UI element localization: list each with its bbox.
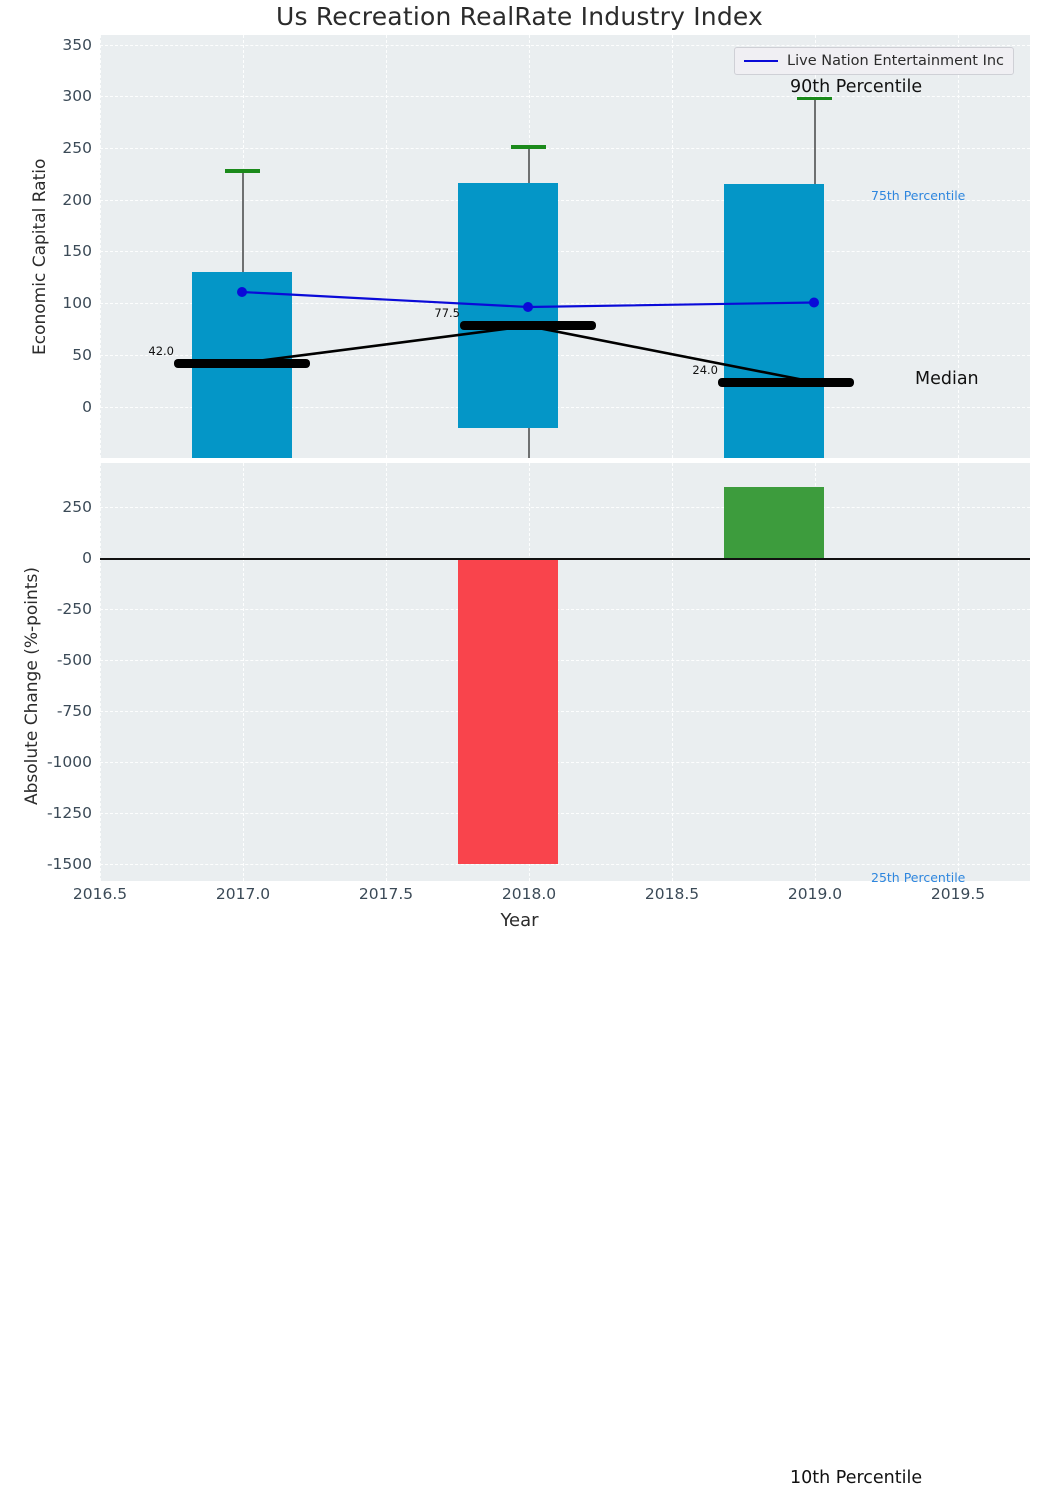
annotation-median: Median bbox=[915, 369, 979, 389]
xtick-2017-0: 2017.0 bbox=[215, 885, 271, 903]
series-line-live-nation bbox=[237, 287, 819, 312]
vgridline-2019-5 bbox=[958, 35, 959, 458]
xtick-2016-5: 2016.5 bbox=[72, 885, 128, 903]
change-bar-2019 bbox=[724, 486, 824, 558]
median-bar-2018 bbox=[460, 321, 596, 330]
chart-legend[interactable]: Live Nation Entertainment Inc bbox=[734, 47, 1015, 75]
annotation-75th-percentile: 75th Percentile bbox=[871, 188, 966, 203]
median-bar-2017 bbox=[174, 359, 310, 368]
gridline-ac-m750 bbox=[100, 710, 1030, 712]
vgridline-2016-5 bbox=[100, 35, 101, 458]
gridline-y-300 bbox=[100, 96, 1030, 98]
panel-absolute-change bbox=[100, 463, 1030, 881]
gridline-ac-m250 bbox=[100, 608, 1030, 610]
xtick-2019-5: 2019.5 bbox=[930, 885, 986, 903]
vgridline-ac-2019-5 bbox=[958, 463, 959, 881]
box-2019 bbox=[724, 184, 824, 458]
median-value-2018: 77.5 bbox=[434, 306, 460, 320]
vgridline-ac-2016-5 bbox=[100, 463, 101, 881]
vgridline-2017-5 bbox=[386, 35, 387, 458]
gridline-ac-m1250 bbox=[100, 812, 1030, 814]
vgridline-ac-2019-0 bbox=[815, 463, 816, 881]
median-value-2019: 24.0 bbox=[692, 363, 718, 377]
gridline-ac-250 bbox=[100, 506, 1030, 508]
legend-line-icon bbox=[744, 60, 778, 62]
gridline-ac-m1500 bbox=[100, 863, 1030, 865]
whisker-cap-p90-2018 bbox=[511, 145, 546, 149]
change-bar-2018 bbox=[458, 557, 558, 864]
annotation-90th-percentile: 90th Percentile bbox=[790, 77, 923, 97]
zero-reference-line bbox=[100, 557, 1030, 560]
ylabel-economic-capital-ratio: Economic Capital Ratio bbox=[30, 158, 50, 355]
chart-title: Us Recreation RealRate Industry Index bbox=[275, 2, 764, 31]
xtick-2018-0: 2018.0 bbox=[501, 885, 557, 903]
gridline-y-0 bbox=[100, 406, 1030, 408]
xlabel-year: Year bbox=[500, 910, 539, 931]
gridline-y-350 bbox=[100, 44, 1030, 46]
panel-economic-capital-ratio: 42.0 77.5 24.0 bbox=[100, 35, 1030, 458]
gridline-ac-m1000 bbox=[100, 761, 1030, 763]
gridline-y-200 bbox=[100, 199, 1030, 201]
vgridline-ac-2018-5 bbox=[672, 463, 673, 881]
whisker-cap-p90-2019 bbox=[797, 96, 832, 100]
xtick-2019-0: 2019.0 bbox=[787, 885, 843, 903]
whisker-cap-p90-2017 bbox=[225, 169, 260, 173]
gridline-y-150 bbox=[100, 251, 1030, 253]
xtick-2018-5: 2018.5 bbox=[644, 885, 700, 903]
vgridline-2018-5 bbox=[672, 35, 673, 458]
ylabel-absolute-change: Absolute Change (%-points) bbox=[22, 567, 42, 805]
gridline-ac-m500 bbox=[100, 659, 1030, 661]
gridline-y-250 bbox=[100, 148, 1030, 149]
annotation-25th-percentile: 25th Percentile bbox=[871, 870, 966, 885]
median-bar-2019 bbox=[718, 378, 854, 387]
xtick-2017-5: 2017.5 bbox=[358, 885, 414, 903]
vgridline-ac-2017-5 bbox=[386, 463, 387, 881]
annotation-10th-percentile: 10th Percentile bbox=[790, 1468, 923, 1488]
vgridline-ac-2017-0 bbox=[243, 463, 244, 881]
gridline-y-100 bbox=[100, 303, 1030, 305]
gridline-y-50 bbox=[100, 354, 1030, 356]
median-value-2017: 42.0 bbox=[148, 344, 174, 358]
legend-label-live-nation: Live Nation Entertainment Inc bbox=[787, 53, 1005, 69]
